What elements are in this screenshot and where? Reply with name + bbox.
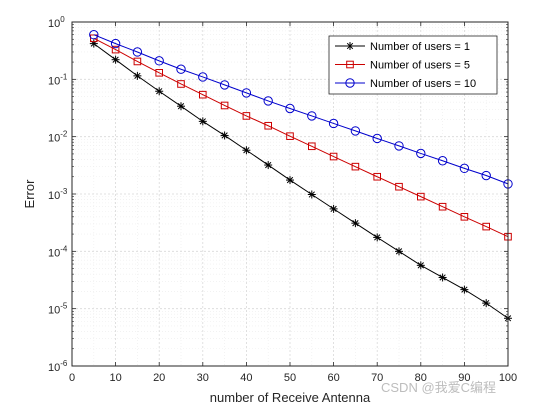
data-point: [198, 117, 207, 126]
x-tick-label: 10: [109, 372, 121, 384]
data-point: [351, 219, 360, 228]
data-point: [307, 190, 316, 199]
y-tick-labels: 100 10-1 10-2 10-3 10-4 10-5 10-6: [48, 15, 68, 374]
data-point: [329, 152, 338, 161]
data-point: [416, 148, 426, 159]
data-point: [307, 111, 317, 121]
data-point: [154, 56, 164, 66]
data-point: [220, 101, 229, 110]
y-tick-label: 10-3: [48, 187, 68, 202]
series-1: [89, 39, 512, 323]
y-tick-label: 10-5: [48, 302, 68, 317]
data-point: [350, 126, 361, 136]
data-point: [395, 182, 403, 191]
data-point: [394, 141, 404, 151]
legend-marker: [345, 78, 355, 88]
data-point: [155, 69, 163, 77]
data-point: [177, 102, 185, 111]
data-point: [219, 80, 230, 90]
data-point: [459, 163, 470, 174]
data-point: [482, 299, 491, 308]
legend: Number of users = 1 Number of users = 5 Nu…: [328, 35, 498, 95]
data-point: [329, 204, 338, 213]
series-3: [89, 30, 513, 189]
data-point: [437, 156, 448, 166]
x-tick-label: 60: [327, 372, 339, 384]
data-point: [242, 146, 251, 155]
data-point: [285, 103, 295, 114]
data-point: [111, 45, 120, 54]
data-point: [482, 222, 490, 231]
data-point: [308, 142, 316, 151]
data-point: [264, 161, 273, 170]
data-point: [395, 247, 403, 256]
x-tick-labels: 0 10 20 30 40 50 60 70 80 90 100: [69, 372, 517, 384]
data-point: [199, 90, 207, 99]
axis-ticks: [71, 21, 509, 367]
data-point: [110, 38, 121, 49]
x-tick-label: 40: [240, 372, 252, 384]
watermark-text: CSDN @我爱C编程: [381, 380, 496, 395]
legend-marker: [346, 60, 354, 69]
data-point: [460, 213, 469, 221]
data-point: [241, 88, 252, 98]
x-tick-label: 90: [458, 372, 470, 384]
data-point: [111, 55, 120, 64]
data-point: [351, 162, 360, 171]
data-point: [460, 285, 469, 294]
data-point: [263, 96, 273, 106]
data-point: [198, 72, 208, 82]
data-point: [286, 132, 294, 140]
x-tick-label: 30: [197, 372, 209, 384]
y-tick-label: 10-1: [48, 72, 68, 87]
x-tick-label: 80: [415, 372, 427, 384]
x-tick-label: 20: [153, 372, 165, 384]
y-tick-label: 10-2: [48, 130, 68, 145]
data-point: [132, 47, 143, 57]
data-point: [176, 64, 186, 74]
series-2: [90, 34, 512, 241]
data-point: [89, 30, 99, 40]
data-point: [133, 57, 142, 66]
legend-entry: Number of users = 1: [370, 41, 470, 53]
legend-entry: Number of users = 5: [370, 60, 470, 72]
y-tick-label: 100: [48, 15, 65, 30]
data-point: [264, 121, 272, 130]
data-point: [286, 176, 294, 185]
data-point: [372, 133, 382, 144]
data-point: [328, 118, 339, 129]
legend-entry: Number of users = 10: [370, 78, 476, 90]
series-line: [93, 43, 509, 319]
data-point: [373, 233, 382, 242]
data-point: [438, 273, 447, 282]
y-tick-label: 10-6: [48, 359, 68, 374]
y-axis-title: Error: [22, 179, 37, 209]
data-point: [177, 80, 185, 88]
data-point: [242, 112, 251, 120]
data-point: [155, 87, 164, 96]
x-tick-label: 50: [284, 372, 296, 384]
x-tick-label: 0: [69, 372, 75, 384]
x-axis-title: number of Receive Antenna: [210, 390, 371, 405]
data-point: [438, 202, 447, 211]
y-tick-label: 10-4: [48, 244, 68, 259]
x-tick-label: 100: [499, 372, 517, 384]
data-point: [220, 131, 229, 140]
x-tick-label: 70: [371, 372, 383, 384]
data-point: [373, 172, 381, 181]
data-point: [481, 170, 491, 181]
data-point: [416, 261, 425, 270]
legend-marker: [346, 42, 354, 50]
data-point: [133, 71, 142, 80]
data-point: [417, 192, 425, 201]
series-layer: [89, 30, 513, 323]
